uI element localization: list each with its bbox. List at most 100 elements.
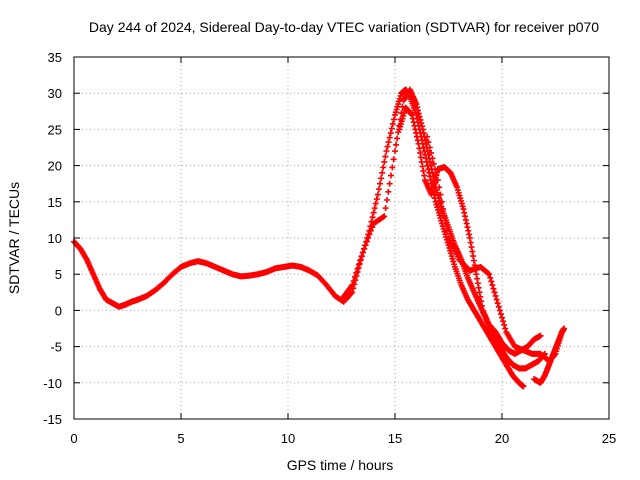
x-tick-label: 25 (602, 431, 616, 446)
data-point (492, 292, 499, 299)
data-point (415, 110, 422, 117)
data-point (416, 113, 423, 120)
data-point (475, 284, 482, 291)
data-point (462, 216, 469, 223)
data-point (348, 290, 355, 297)
data-point (417, 116, 424, 123)
data-point (417, 154, 424, 161)
data-point (389, 120, 396, 127)
data-point (441, 213, 448, 220)
data-point (464, 224, 471, 231)
data-point (393, 141, 400, 148)
data-point (489, 282, 496, 289)
x-tick-label: 15 (388, 431, 402, 446)
data-point (385, 139, 392, 146)
data-point (470, 253, 477, 260)
data-point (384, 143, 391, 150)
data-point (442, 220, 449, 227)
data-point (418, 158, 425, 165)
data-point (383, 196, 390, 203)
data-point (497, 311, 504, 318)
data-point (363, 238, 370, 245)
data-point (493, 296, 500, 303)
data-point (413, 101, 420, 108)
series-trace-5 (531, 325, 568, 386)
data-point (387, 130, 394, 137)
data-point (382, 153, 389, 160)
data-point (371, 205, 378, 212)
data-point (386, 180, 393, 187)
data-point (466, 231, 473, 238)
data-point (431, 178, 438, 185)
data-point (465, 227, 472, 234)
y-tick-label: 25 (48, 122, 62, 137)
data-point (424, 148, 431, 155)
data-point (383, 148, 390, 155)
data-point (394, 135, 401, 142)
data-point (415, 107, 422, 114)
data-point (389, 164, 396, 171)
y-tick-label: 5 (55, 267, 62, 282)
data-point (366, 231, 373, 238)
data-point (369, 224, 376, 231)
data-point (499, 314, 505, 321)
data-point (417, 149, 424, 156)
data-point (410, 119, 417, 126)
data-point (432, 166, 439, 173)
data-point (537, 332, 544, 339)
data-point (469, 248, 476, 255)
data-point (374, 191, 381, 198)
data-point (408, 111, 415, 118)
data-point (474, 275, 481, 282)
data-point (501, 321, 508, 328)
data-point (467, 239, 474, 246)
data-point (430, 182, 437, 189)
data-point (473, 271, 480, 278)
data-point (362, 242, 369, 249)
data-point (429, 155, 436, 162)
y-tick-label: -10 (43, 376, 62, 391)
data-point (382, 205, 389, 212)
data-point (369, 214, 376, 221)
data-point (477, 293, 484, 300)
data-point (429, 188, 436, 195)
data-point (359, 249, 366, 256)
data-point (357, 257, 364, 264)
data-point (438, 198, 445, 205)
data-point (413, 130, 420, 137)
data-point (379, 169, 386, 176)
data-point (491, 289, 498, 296)
data-point (412, 126, 419, 133)
data-point (409, 111, 416, 118)
data-point (485, 270, 492, 277)
data-point (428, 149, 435, 156)
data-point (444, 227, 451, 234)
data-point (385, 188, 392, 195)
y-tick-label: 30 (48, 86, 62, 101)
x-tick-label: 20 (495, 431, 509, 446)
data-point (353, 269, 360, 276)
data-point (370, 209, 377, 216)
data-point (350, 277, 357, 284)
data-point (486, 271, 493, 278)
data-point (428, 191, 435, 198)
data-point (392, 148, 398, 155)
data-point (470, 257, 477, 264)
y-axis-label: SDTVAR / TECUs (6, 182, 22, 294)
data-point (478, 302, 485, 309)
data-point (561, 325, 568, 332)
x-tick-label: 10 (281, 431, 295, 446)
data-point (466, 235, 473, 241)
y-tick-label: 0 (55, 303, 62, 318)
data-point (381, 158, 388, 165)
data-point (502, 325, 509, 332)
y-tick-label: 20 (48, 159, 62, 174)
data-point (365, 235, 372, 241)
data-point (416, 145, 423, 152)
y-tick-label: 35 (48, 50, 62, 65)
data-point (414, 137, 421, 144)
data-point (460, 206, 467, 213)
data-point (430, 160, 437, 167)
data-point (490, 285, 497, 292)
